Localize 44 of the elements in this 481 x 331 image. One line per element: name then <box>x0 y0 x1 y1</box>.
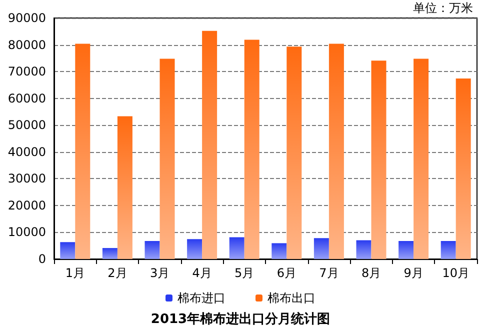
bar <box>202 30 218 259</box>
y-tick-label: 80000 <box>8 38 46 52</box>
bar <box>102 248 118 259</box>
bar <box>187 239 202 259</box>
x-tick-label: 7月 <box>319 266 339 280</box>
x-tick-label: 5月 <box>234 266 254 280</box>
x-tick-label: 3月 <box>150 266 170 280</box>
bar <box>398 241 414 259</box>
bar <box>272 243 287 259</box>
bar <box>314 238 329 259</box>
bar <box>356 240 372 259</box>
x-tick-label: 4月 <box>192 266 212 280</box>
bar <box>440 241 456 259</box>
y-tick-label: 40000 <box>8 144 46 159</box>
bar <box>414 58 429 259</box>
y-tick-label: 50000 <box>8 118 46 132</box>
bar <box>144 241 160 259</box>
y-tick-label: 0 <box>38 252 46 266</box>
y-tick-label: 10000 <box>8 225 46 240</box>
y-tick-label: 70000 <box>8 64 46 79</box>
bar <box>160 58 175 259</box>
legend-label: 棉布进口 <box>178 291 226 305</box>
legend-label: 棉布出口 <box>268 291 316 305</box>
bar <box>75 44 90 259</box>
bar <box>60 242 76 259</box>
bar <box>229 237 244 259</box>
bar <box>244 40 260 259</box>
bar <box>117 116 132 259</box>
x-tick-label: 2月 <box>108 266 128 280</box>
y-tick-label: 30000 <box>8 172 46 186</box>
x-tick-label: 9月 <box>404 266 424 280</box>
x-tick-label: 6月 <box>276 266 296 280</box>
y-tick-label: 60000 <box>8 91 46 106</box>
bar <box>286 46 302 259</box>
text: 2013年棉布进出口分月统计图 <box>150 311 330 327</box>
y-tick-label: 90000 <box>8 11 46 25</box>
x-tick-label: 8月 <box>361 266 382 280</box>
bar <box>456 78 471 259</box>
bar <box>371 60 386 259</box>
text: 单位：万米 <box>413 1 473 15</box>
bar <box>328 44 344 259</box>
y-tick-label: 20000 <box>8 198 46 212</box>
x-tick-label: 1月 <box>65 266 85 280</box>
x-tick-label: 10月 <box>442 266 470 280</box>
